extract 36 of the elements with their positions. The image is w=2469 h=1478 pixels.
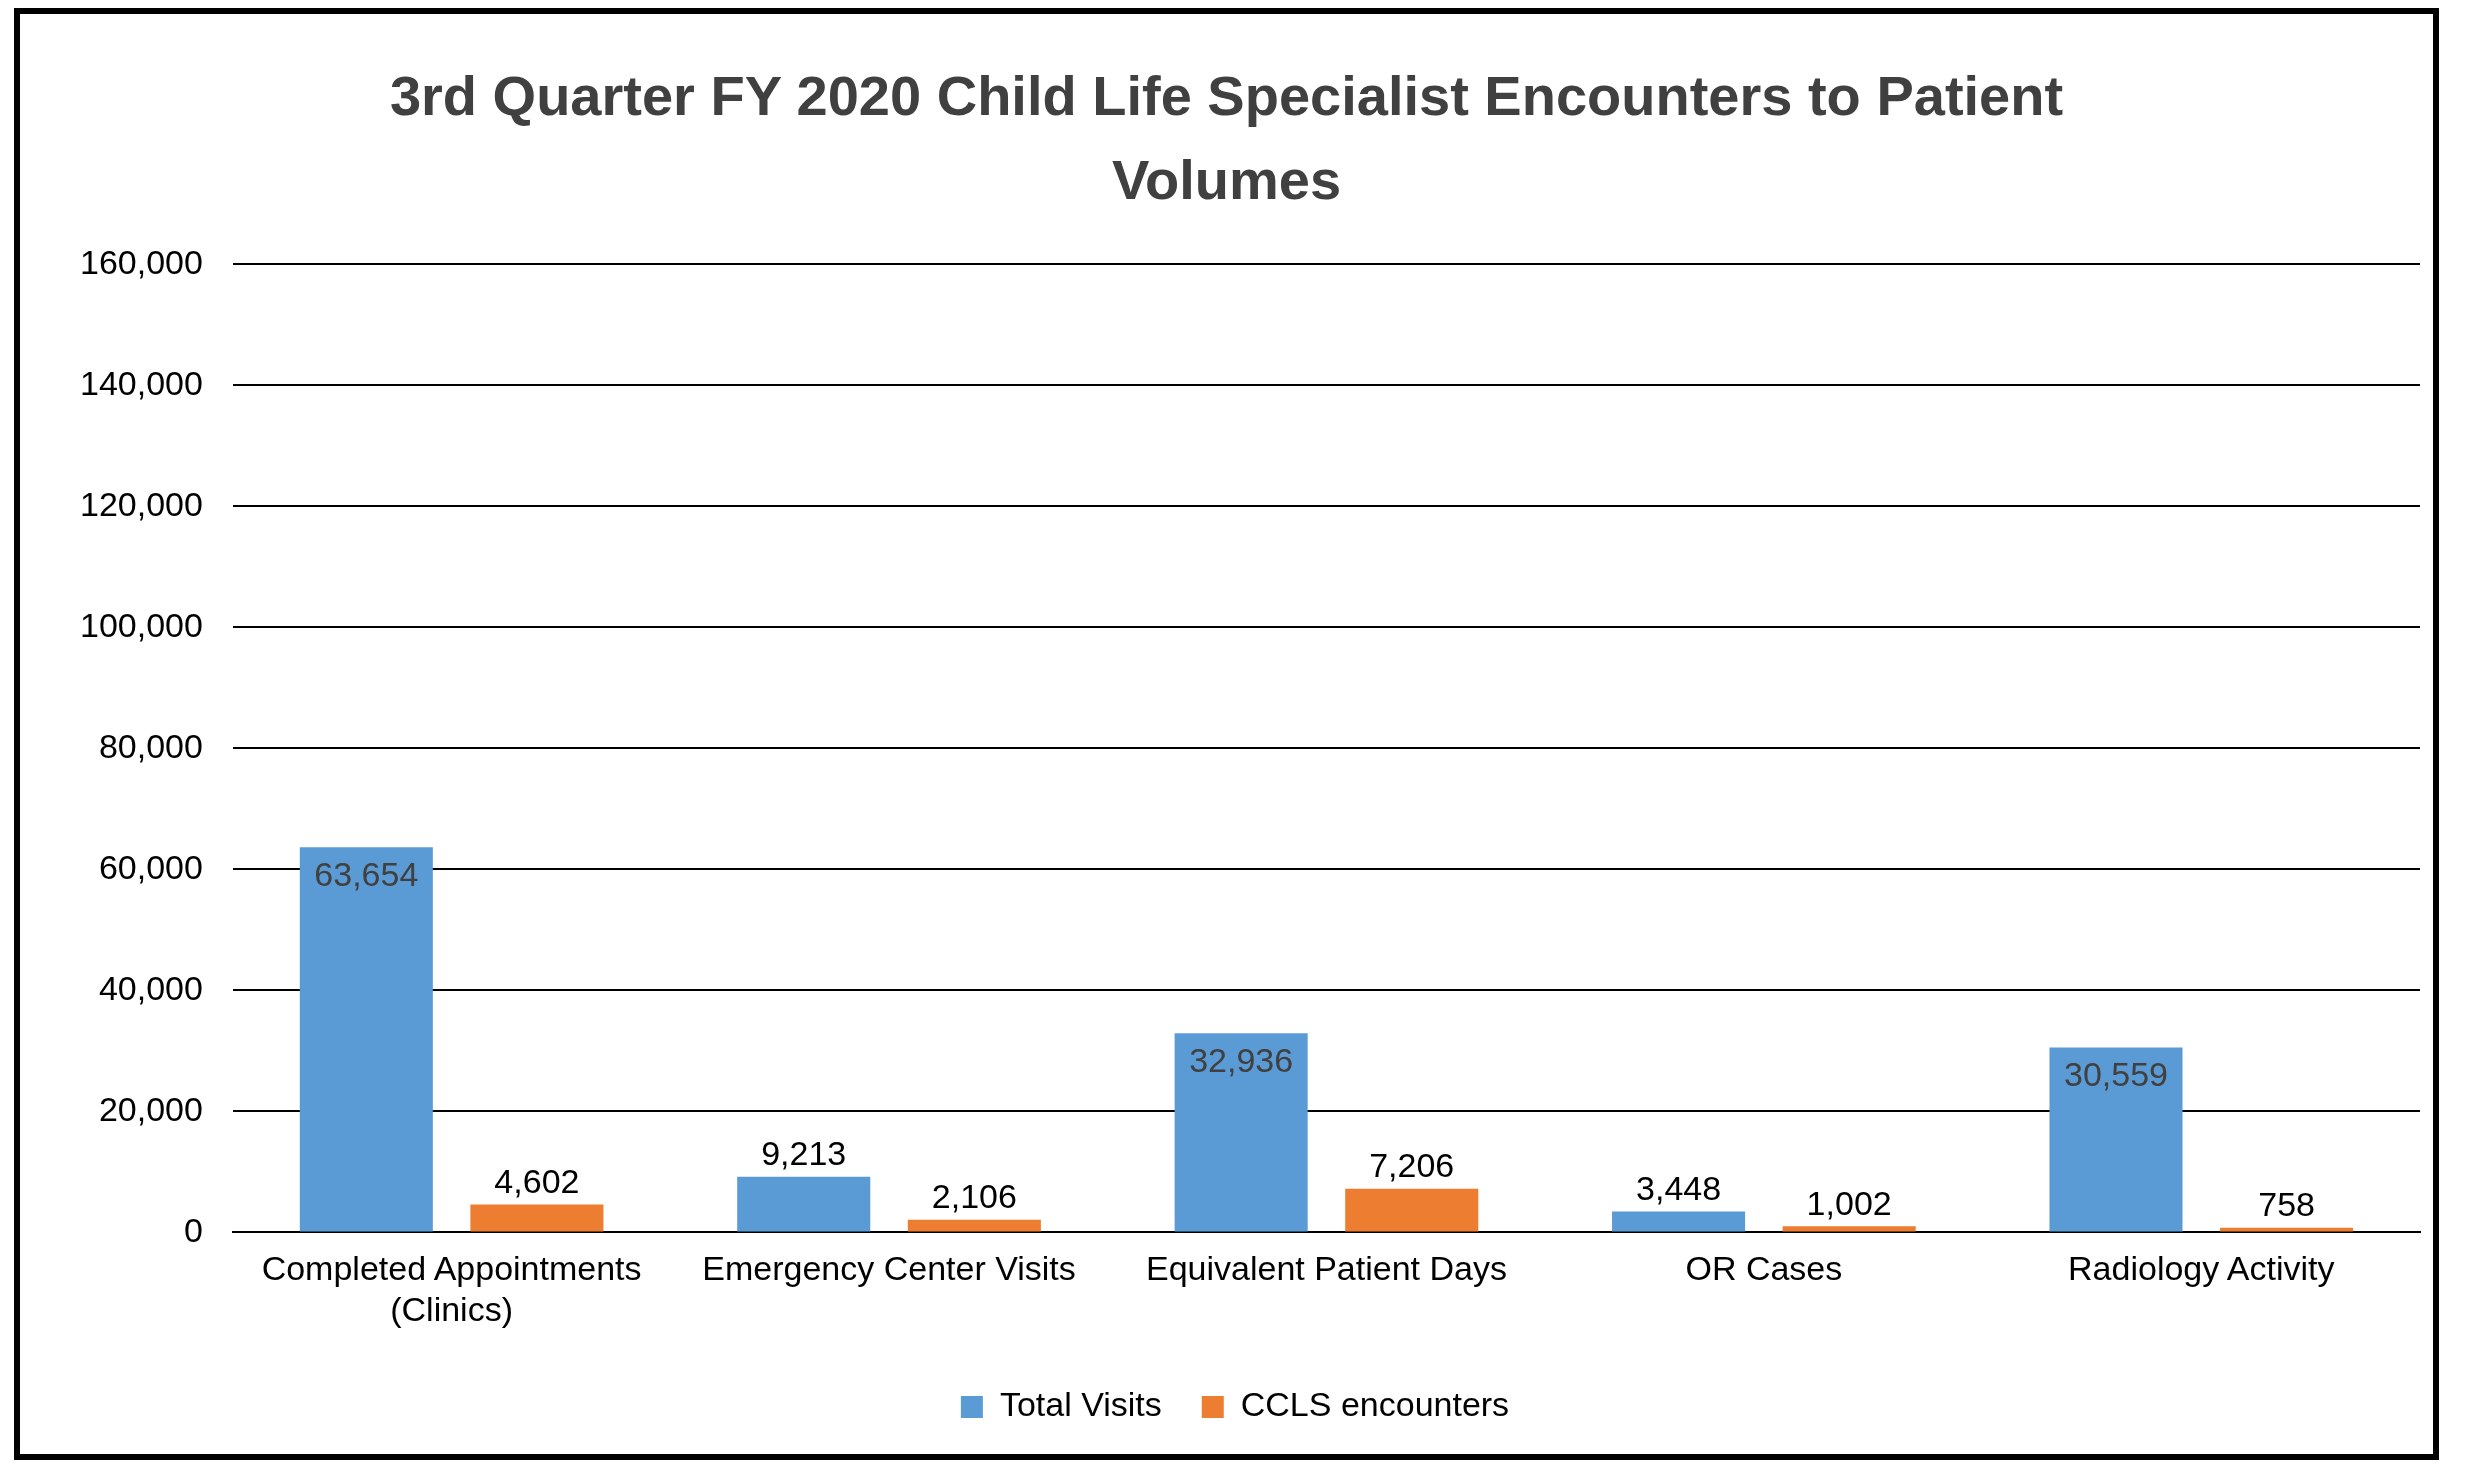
x-tick-label: Equivalent Patient Days (1145, 1249, 1507, 1288)
bar (1174, 1033, 1308, 1232)
x-tick-label: Emergency Center Visits (702, 1249, 1076, 1288)
bar (2049, 1047, 2183, 1232)
data-label: 63,654 (314, 854, 419, 893)
y-tick-label: 120,000 (80, 484, 203, 523)
chart-title: 3rd Quarter FY 2020 Child Life Specialist Encounters to Patient Volumes (388, 63, 2065, 213)
y-tick-label: 160,000 (80, 242, 203, 281)
bar (1345, 1188, 1479, 1232)
data-label: 9,213 (761, 1134, 847, 1173)
x-tick-label: Completed Appointments (Clinics) (261, 1249, 642, 1328)
data-label: 7,206 (1369, 1146, 1455, 1185)
y-tick-label: 60,000 (98, 847, 203, 886)
data-label: 1,002 (1806, 1183, 1892, 1222)
data-label: 30,559 (2063, 1054, 2168, 1093)
bar (1782, 1226, 1916, 1232)
data-label: 758 (2258, 1185, 2315, 1224)
y-tick-label: 40,000 (98, 968, 203, 1007)
bar (737, 1176, 871, 1232)
bar (299, 847, 433, 1232)
x-tick-label: Radiology Activity (2068, 1249, 2335, 1288)
y-tick-label: 0 (183, 1210, 203, 1249)
data-label: 2,106 (931, 1177, 1017, 1216)
data-label: 4,602 (494, 1161, 580, 1200)
legend-label: Total Visits (999, 1385, 1162, 1424)
legend-label: CCLS encounters (1240, 1385, 1510, 1424)
bar (470, 1204, 604, 1232)
y-tick-label: 80,000 (98, 726, 203, 765)
y-tick-label: 20,000 (98, 1089, 203, 1128)
y-tick-label: 140,000 (80, 363, 203, 402)
x-tick-label: OR Cases (1685, 1249, 1843, 1288)
bar (907, 1219, 1041, 1232)
data-label: 32,936 (1189, 1040, 1294, 1079)
y-tick-label: 100,000 (80, 605, 203, 644)
bar (1612, 1211, 1746, 1232)
data-label: 3,448 (1636, 1168, 1722, 1207)
